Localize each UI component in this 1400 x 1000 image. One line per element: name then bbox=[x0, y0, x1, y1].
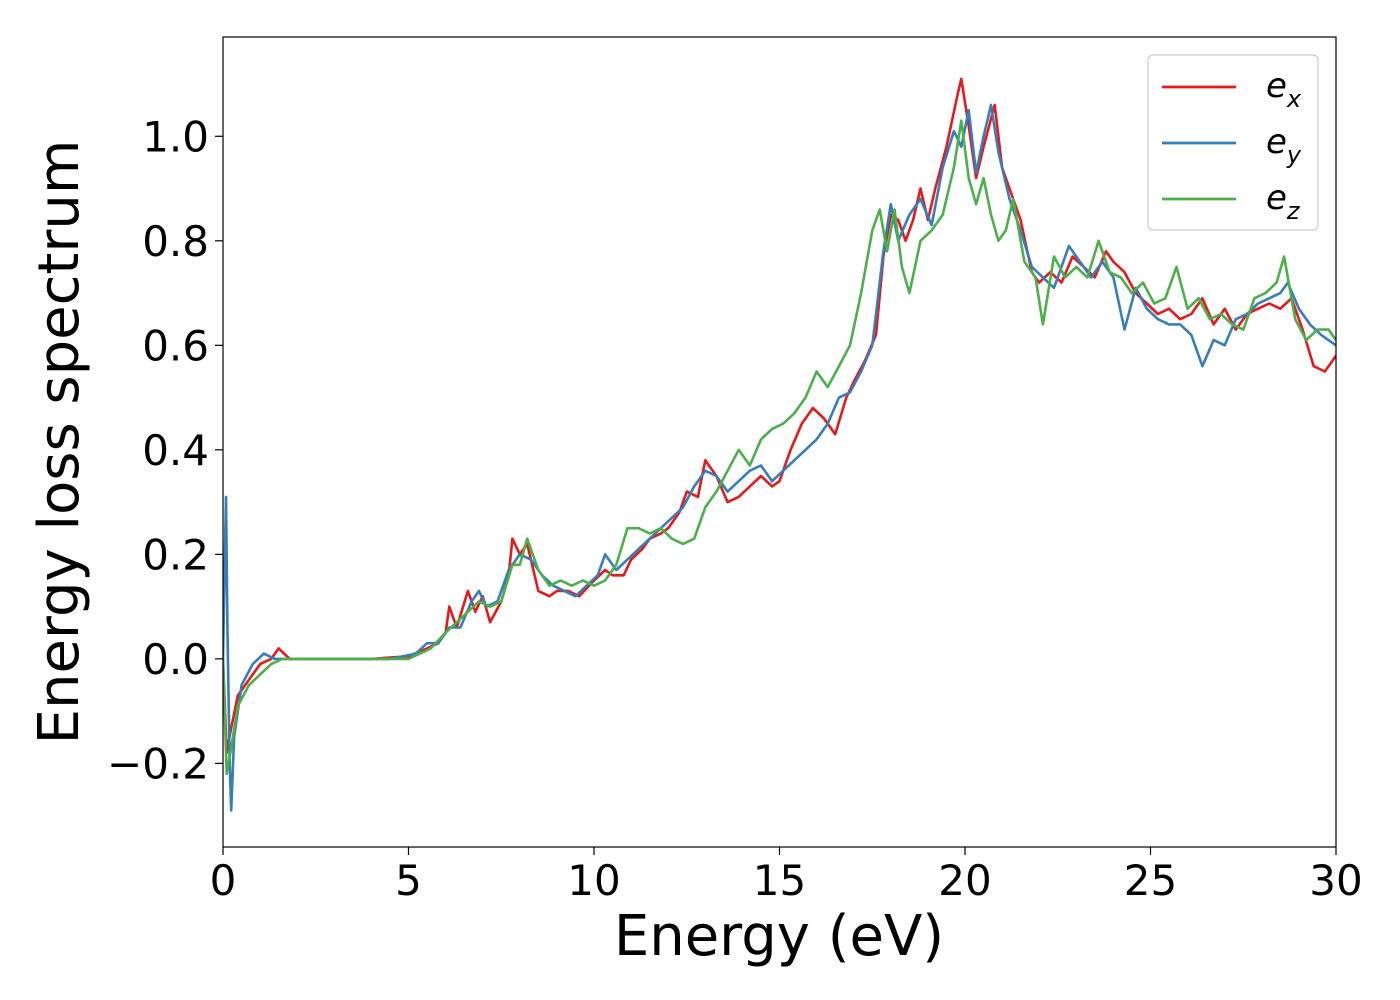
x-tick-label: 10 bbox=[567, 856, 620, 905]
y-tick-label: −0.2 bbox=[107, 739, 209, 788]
y-tick-label: 0.8 bbox=[142, 217, 209, 266]
y-tick-label: 0.0 bbox=[142, 635, 209, 684]
x-tick-label: 20 bbox=[938, 856, 991, 905]
y-tick-label: 0.6 bbox=[142, 321, 209, 370]
y-tick-label: 0.4 bbox=[142, 426, 209, 475]
series-line-z bbox=[223, 119, 1336, 776]
x-tick-label: 0 bbox=[210, 856, 237, 905]
x-tick-label: 30 bbox=[1309, 856, 1362, 905]
legend-label-x: ex bbox=[1266, 66, 1302, 113]
series-line-x bbox=[223, 77, 1336, 755]
x-tick-label: 15 bbox=[753, 856, 806, 905]
x-tick-label: 25 bbox=[1124, 856, 1177, 905]
y-axis: −0.2 0.0 0.2 0.4 0.6 0.8 1.0 bbox=[107, 112, 223, 788]
series-layer bbox=[223, 77, 1336, 812]
x-axis-label: Energy (eV) bbox=[614, 904, 944, 969]
y-tick-label: 1.0 bbox=[142, 112, 209, 161]
legend: ex ey ez bbox=[1147, 54, 1319, 231]
y-tick-label: 0.2 bbox=[142, 530, 209, 579]
x-axis: 0 5 10 15 20 25 30 bbox=[210, 847, 1363, 905]
legend-label-z: ez bbox=[1266, 178, 1301, 225]
x-tick-label: 5 bbox=[395, 856, 422, 905]
y-axis-label: Energy loss spectrum bbox=[27, 140, 92, 745]
legend-label-y: ey bbox=[1266, 122, 1302, 169]
